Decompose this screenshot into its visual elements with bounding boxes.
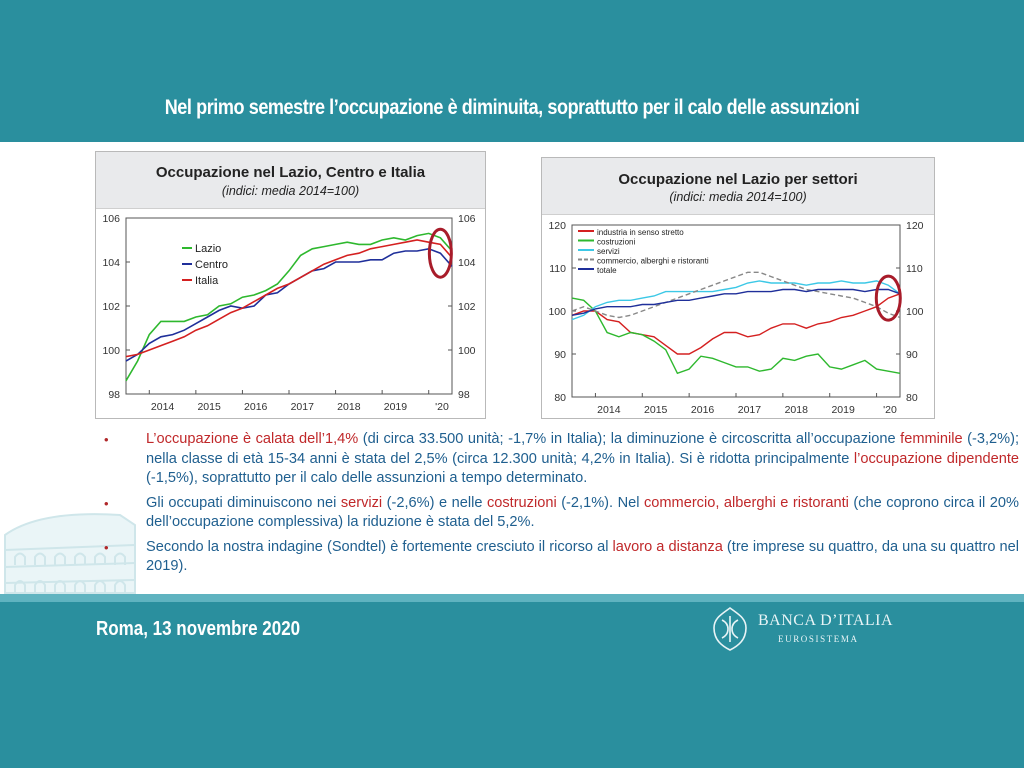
series-line-lazio — [125, 232, 453, 382]
legend-label: industria in senso stretto — [597, 228, 684, 237]
bullet-segment: servizi — [340, 494, 383, 511]
bullet-segment: (tre imprese su quattro, da una su quatt… — [146, 538, 1019, 575]
bullet-item: • Gli occupati diminuiscono nei servizi (… — [104, 494, 1019, 533]
series-line-centro — [125, 247, 453, 362]
bullet-item: • Secondo la nostra indagine (Sondtel) è … — [104, 538, 1019, 577]
y-tick-label-left: 98 — [108, 389, 120, 401]
y-tick-label-left: 102 — [102, 301, 120, 313]
y-tick-label-right: 102 — [458, 301, 476, 313]
x-tick-label: 2015 — [644, 404, 668, 416]
chart-subtitle-right: (indici: media 2014=100) — [669, 190, 807, 204]
bullet-dot: • — [104, 432, 109, 447]
y-tick-label-right: 80 — [906, 392, 918, 404]
chart-title-left: Occupazione nel Lazio, Centro e Italia — [155, 164, 426, 181]
colosseum-watermark — [4, 513, 136, 594]
header-band — [0, 0, 1024, 142]
bullet-list: • L’occupazione è calata dell’1,4% (di ci… — [104, 430, 1024, 582]
bullet-segment: Secondo la nostra indagine (Sondtel) è f… — [146, 538, 613, 555]
footer-stripe — [0, 594, 1024, 602]
x-tick-label: 2017 — [738, 404, 762, 416]
bullet-text: Gli occupati diminuiscono nei servizi (-… — [146, 495, 1019, 531]
bullet-segment: Gli occupati diminuiscono nei — [146, 494, 341, 511]
legend-label: Centro — [195, 259, 228, 271]
chart-svg-right: 80 80 90 90 100 100 110 110 120 120 2014 2015 2016 20… — [548, 220, 924, 416]
x-tick-label: '20 — [883, 404, 897, 416]
series-line-costruzioni — [571, 297, 901, 375]
logo-subtitle: EUROSISTEMA — [778, 634, 859, 644]
bullet-segment: (-2,1%). Nel — [556, 494, 644, 511]
bullet-dot: • — [104, 539, 109, 555]
y-tick-label-right: 98 — [458, 389, 470, 401]
bullet-segment: (-3,2%); nella classe di età 15-34 anni … — [146, 431, 1020, 467]
bullet-segment: (-2,6%) e nelle — [382, 494, 487, 511]
legend-label: servizi — [597, 247, 620, 256]
y-tick-label-left: 104 — [102, 257, 120, 269]
chart-subtitle-left: (indici: media 2014=100) — [221, 184, 360, 198]
legend-label: costruzioni — [597, 238, 635, 247]
bullet-segment: lavoro a distanza — [612, 538, 723, 555]
y-tick-label-left: 106 — [102, 213, 120, 225]
y-tick-label-left: 120 — [548, 220, 566, 232]
y-tick-label-left: 100 — [548, 306, 566, 318]
banca-italia-logo: BANCA D’ITALIA EUROSISTEMA — [710, 604, 900, 654]
legend-label: Italia — [195, 275, 219, 287]
highlight-ellipse — [427, 227, 453, 279]
plot-frame — [571, 224, 901, 398]
x-tick-label: 2016 — [691, 404, 715, 416]
bullet-segment: (-1,5%), soprattutto per il calo delle a… — [146, 470, 588, 486]
x-tick-label: 2016 — [244, 401, 268, 413]
bullet-segment: L’occupazione è calata dell’1,4% — [146, 431, 359, 447]
chart-title-right: Occupazione nel Lazio per settori — [618, 171, 858, 188]
bullet-segment: commercio, alberghi e ristoranti — [643, 494, 849, 511]
bullet-segment: l’occupazione dipendente — [853, 450, 1019, 467]
bullet-text: L’occupazione è calata dell’1,4% (di cir… — [146, 431, 1019, 486]
bullet-text: Secondo la nostra indagine (Sondtel) è f… — [146, 539, 1019, 575]
slide-title: Nel primo semestre l’occupazione è dimin… — [164, 96, 860, 119]
legend-label: totale — [597, 266, 617, 275]
series-line-italia — [125, 239, 453, 358]
chart-panel-right: Occupazione nel Lazio per settori (indic… — [541, 157, 935, 419]
y-tick-label-right: 90 — [906, 349, 918, 361]
y-tick-label-right: 120 — [906, 220, 924, 232]
legend-label: commercio, alberghi e ristoranti — [597, 257, 709, 266]
x-tick-label: 2019 — [831, 404, 855, 416]
x-tick-label: 2018 — [785, 404, 809, 416]
y-tick-label-right: 104 — [458, 257, 476, 269]
legend-label: Lazio — [195, 243, 221, 255]
x-tick-label: 2017 — [291, 401, 315, 413]
bullet-segment: costruzioni — [486, 494, 557, 511]
y-tick-label-left: 100 — [102, 345, 120, 357]
bullet-segment: femminile — [900, 431, 963, 447]
logo-name: BANCA D’ITALIA — [758, 612, 894, 629]
bullet-dot: • — [104, 495, 109, 511]
chart-header-right: Occupazione nel Lazio per settori (indic… — [542, 158, 934, 215]
logo-emblem-icon — [713, 607, 747, 651]
y-tick-label-right: 106 — [458, 213, 476, 225]
series-line-servizi — [571, 280, 901, 321]
x-tick-label: 2014 — [151, 401, 175, 413]
y-tick-label-left: 110 — [549, 263, 566, 275]
chart-svg-left: 98 98 100 100 102 102 104 104 106 106 2014 2015 2016… — [102, 213, 476, 413]
x-tick-label: '20 — [435, 401, 449, 413]
series-line-industria — [571, 293, 901, 355]
footer-date: Roma, 13 novembre 2020 — [96, 618, 301, 640]
plot-frame — [125, 217, 453, 395]
y-tick-label-left: 80 — [554, 392, 566, 404]
highlight-ellipse — [874, 274, 902, 322]
x-tick-label: 2014 — [597, 404, 621, 416]
y-tick-label-right: 100 — [458, 345, 476, 357]
x-tick-label: 2019 — [384, 401, 408, 413]
series-line-commercio — [571, 271, 901, 319]
x-tick-label: 2015 — [197, 401, 221, 413]
chart-panel-left: Occupazione nel Lazio, Centro e Italia (… — [95, 151, 486, 419]
y-tick-label-right: 100 — [906, 306, 924, 318]
series-line-totale — [571, 288, 901, 316]
bullet-item: • L’occupazione è calata dell’1,4% (di ci… — [104, 430, 1019, 489]
bullet-segment: (di circa 33.500 unità; -1,7% in Italia)… — [358, 431, 901, 447]
chart-header-left: Occupazione nel Lazio, Centro e Italia (… — [96, 152, 485, 209]
bullet-segment: (che coprono circa il 20% dell’occupazio… — [146, 494, 1019, 531]
y-tick-label-right: 110 — [906, 263, 923, 275]
y-tick-label-left: 90 — [554, 349, 566, 361]
x-tick-label: 2018 — [337, 401, 361, 413]
